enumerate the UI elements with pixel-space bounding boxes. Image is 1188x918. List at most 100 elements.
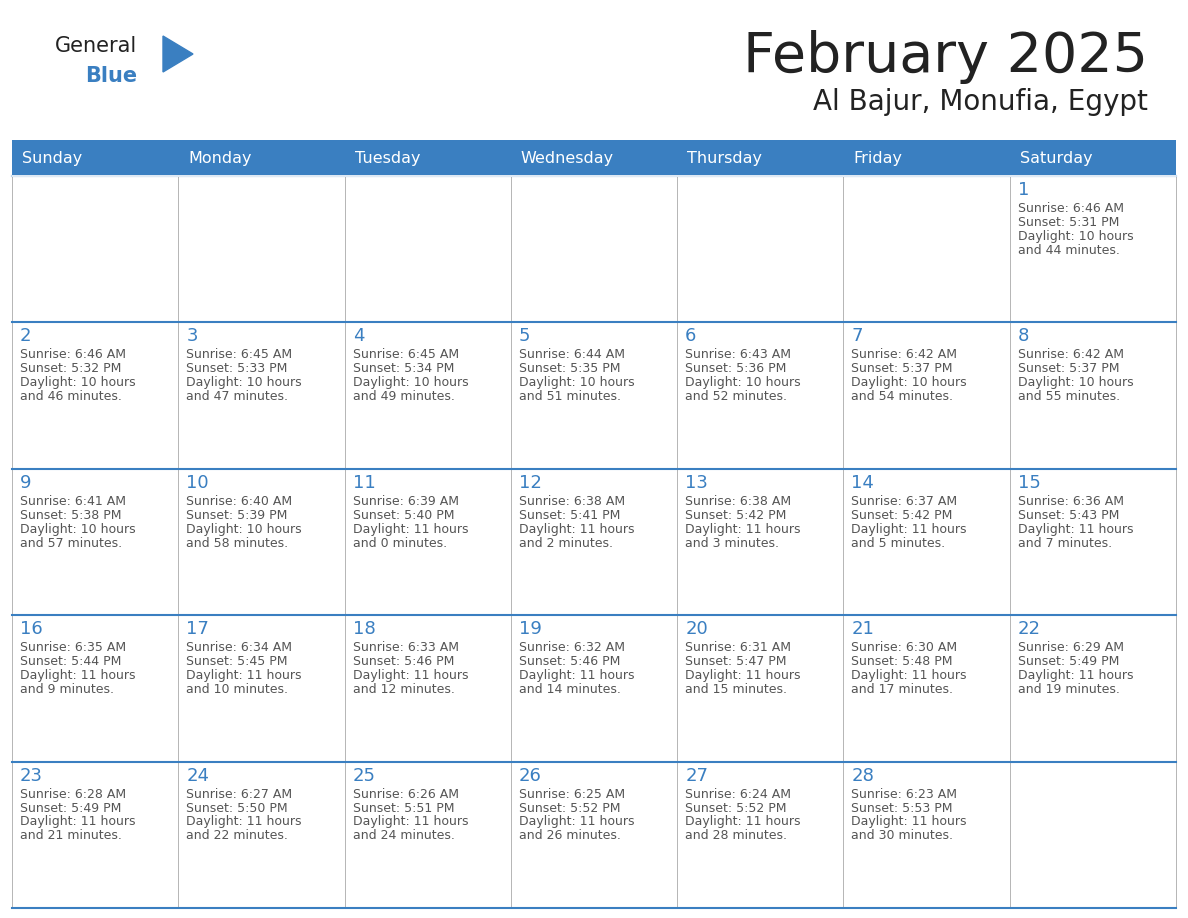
Bar xyxy=(1010,762,1176,908)
Text: Sunrise: 6:44 AM: Sunrise: 6:44 AM xyxy=(519,349,625,362)
Text: 9: 9 xyxy=(20,474,32,492)
Text: Sunrise: 6:46 AM: Sunrise: 6:46 AM xyxy=(1018,202,1124,215)
Text: 18: 18 xyxy=(353,621,375,638)
Bar xyxy=(1010,615,1176,762)
Text: and 12 minutes.: and 12 minutes. xyxy=(353,683,455,696)
Text: Daylight: 11 hours: Daylight: 11 hours xyxy=(20,815,135,829)
Text: Thursday: Thursday xyxy=(687,151,763,165)
Bar xyxy=(511,615,677,762)
Text: Daylight: 10 hours: Daylight: 10 hours xyxy=(187,376,302,389)
Text: and 19 minutes.: and 19 minutes. xyxy=(1018,683,1119,696)
Text: Sunset: 5:52 PM: Sunset: 5:52 PM xyxy=(519,801,620,814)
Bar xyxy=(677,140,843,176)
Text: General: General xyxy=(55,36,138,56)
Text: Daylight: 10 hours: Daylight: 10 hours xyxy=(519,376,634,389)
Text: Sunset: 5:52 PM: Sunset: 5:52 PM xyxy=(685,801,786,814)
Text: and 17 minutes.: and 17 minutes. xyxy=(852,683,954,696)
Text: 16: 16 xyxy=(20,621,43,638)
Text: Al Bajur, Monufia, Egypt: Al Bajur, Monufia, Egypt xyxy=(813,88,1148,116)
Text: Sunset: 5:31 PM: Sunset: 5:31 PM xyxy=(1018,216,1119,229)
Bar xyxy=(345,322,511,469)
Text: Sunset: 5:33 PM: Sunset: 5:33 PM xyxy=(187,363,287,375)
Bar xyxy=(511,140,677,176)
Text: 10: 10 xyxy=(187,474,209,492)
Text: Sunrise: 6:33 AM: Sunrise: 6:33 AM xyxy=(353,641,459,655)
Bar xyxy=(178,615,345,762)
Text: 11: 11 xyxy=(353,474,375,492)
Bar xyxy=(677,176,843,322)
Text: Tuesday: Tuesday xyxy=(354,151,421,165)
Text: and 7 minutes.: and 7 minutes. xyxy=(1018,537,1112,550)
Text: Sunset: 5:32 PM: Sunset: 5:32 PM xyxy=(20,363,121,375)
Text: and 51 minutes.: and 51 minutes. xyxy=(519,390,621,403)
Bar xyxy=(677,762,843,908)
Text: Sunrise: 6:42 AM: Sunrise: 6:42 AM xyxy=(1018,349,1124,362)
Text: Sunrise: 6:37 AM: Sunrise: 6:37 AM xyxy=(852,495,958,508)
Bar xyxy=(1010,140,1176,176)
Bar xyxy=(843,176,1010,322)
Text: Sunrise: 6:40 AM: Sunrise: 6:40 AM xyxy=(187,495,292,508)
Text: Sunrise: 6:42 AM: Sunrise: 6:42 AM xyxy=(852,349,958,362)
Text: and 9 minutes.: and 9 minutes. xyxy=(20,683,114,696)
Text: and 22 minutes.: and 22 minutes. xyxy=(187,830,289,843)
Text: Sunset: 5:47 PM: Sunset: 5:47 PM xyxy=(685,655,786,668)
Text: and 30 minutes.: and 30 minutes. xyxy=(852,830,954,843)
Text: Sunset: 5:38 PM: Sunset: 5:38 PM xyxy=(20,509,121,521)
Text: Daylight: 11 hours: Daylight: 11 hours xyxy=(685,669,801,682)
Text: Daylight: 11 hours: Daylight: 11 hours xyxy=(519,669,634,682)
Bar xyxy=(178,469,345,615)
Bar xyxy=(12,322,178,469)
Bar xyxy=(843,762,1010,908)
Text: Daylight: 11 hours: Daylight: 11 hours xyxy=(353,815,468,829)
Text: 3: 3 xyxy=(187,328,197,345)
Text: Sunrise: 6:41 AM: Sunrise: 6:41 AM xyxy=(20,495,126,508)
Text: Sunrise: 6:34 AM: Sunrise: 6:34 AM xyxy=(187,641,292,655)
Text: Sunset: 5:36 PM: Sunset: 5:36 PM xyxy=(685,363,786,375)
Bar xyxy=(178,322,345,469)
Text: Sunset: 5:41 PM: Sunset: 5:41 PM xyxy=(519,509,620,521)
Text: 22: 22 xyxy=(1018,621,1041,638)
Text: and 3 minutes.: and 3 minutes. xyxy=(685,537,779,550)
Text: Daylight: 10 hours: Daylight: 10 hours xyxy=(20,522,135,536)
Text: 27: 27 xyxy=(685,767,708,785)
Text: Sunset: 5:51 PM: Sunset: 5:51 PM xyxy=(353,801,454,814)
Text: Sunrise: 6:23 AM: Sunrise: 6:23 AM xyxy=(852,788,958,800)
Text: Sunset: 5:37 PM: Sunset: 5:37 PM xyxy=(852,363,953,375)
Bar xyxy=(12,469,178,615)
Bar xyxy=(843,469,1010,615)
Text: Daylight: 11 hours: Daylight: 11 hours xyxy=(20,669,135,682)
Text: and 47 minutes.: and 47 minutes. xyxy=(187,390,289,403)
Text: and 54 minutes.: and 54 minutes. xyxy=(852,390,954,403)
Text: 25: 25 xyxy=(353,767,375,785)
Text: 15: 15 xyxy=(1018,474,1041,492)
Bar xyxy=(677,322,843,469)
Bar xyxy=(1010,469,1176,615)
Text: Sunset: 5:42 PM: Sunset: 5:42 PM xyxy=(685,509,786,521)
Text: Daylight: 11 hours: Daylight: 11 hours xyxy=(852,522,967,536)
Text: 17: 17 xyxy=(187,621,209,638)
Text: and 57 minutes.: and 57 minutes. xyxy=(20,537,122,550)
Bar xyxy=(12,762,178,908)
Bar xyxy=(178,140,345,176)
Text: 23: 23 xyxy=(20,767,43,785)
Text: Sunrise: 6:36 AM: Sunrise: 6:36 AM xyxy=(1018,495,1124,508)
Text: and 24 minutes.: and 24 minutes. xyxy=(353,830,455,843)
Bar xyxy=(843,140,1010,176)
Text: Sunset: 5:49 PM: Sunset: 5:49 PM xyxy=(20,801,121,814)
Bar xyxy=(843,322,1010,469)
Bar xyxy=(345,176,511,322)
Text: Sunset: 5:40 PM: Sunset: 5:40 PM xyxy=(353,509,454,521)
Text: Sunrise: 6:35 AM: Sunrise: 6:35 AM xyxy=(20,641,126,655)
Text: and 0 minutes.: and 0 minutes. xyxy=(353,537,447,550)
Text: Daylight: 10 hours: Daylight: 10 hours xyxy=(20,376,135,389)
Text: 14: 14 xyxy=(852,474,874,492)
Text: Sunset: 5:46 PM: Sunset: 5:46 PM xyxy=(353,655,454,668)
Text: Daylight: 11 hours: Daylight: 11 hours xyxy=(187,669,302,682)
Text: 5: 5 xyxy=(519,328,530,345)
Text: Daylight: 10 hours: Daylight: 10 hours xyxy=(685,376,801,389)
Bar xyxy=(677,615,843,762)
Text: 20: 20 xyxy=(685,621,708,638)
Text: Friday: Friday xyxy=(853,151,903,165)
Text: Sunset: 5:39 PM: Sunset: 5:39 PM xyxy=(187,509,287,521)
Bar xyxy=(12,615,178,762)
